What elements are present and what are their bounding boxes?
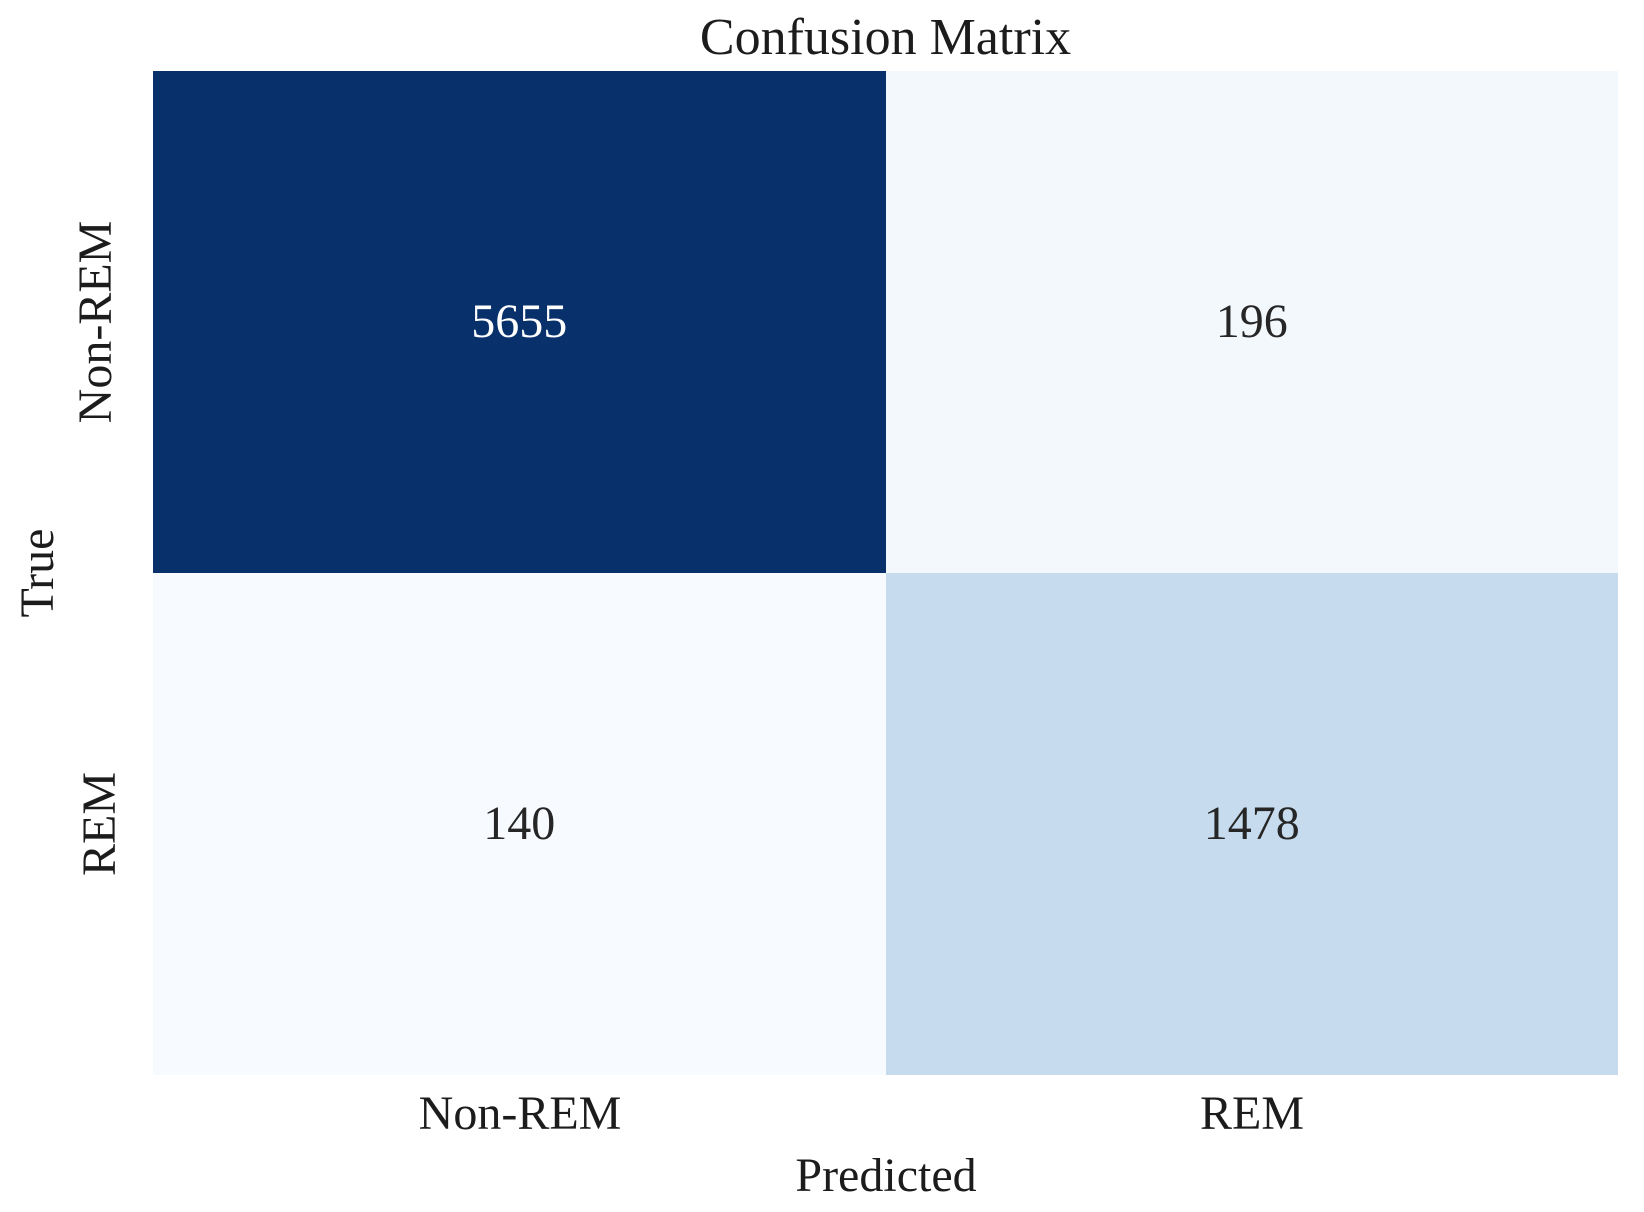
x-tick-label-non-rem: Non-REM — [418, 1087, 622, 1140]
heatmap-cell-true-nonrem-pred-rem: 196 — [885, 71, 1618, 573]
y-tick-label-rem: REM — [73, 771, 126, 877]
x-axis-label: Predicted — [795, 1149, 977, 1202]
x-tick-label-rem: REM — [1199, 1087, 1305, 1140]
chart-title: Confusion Matrix — [699, 9, 1072, 66]
cell-value: 5655 — [471, 295, 568, 348]
cell-value: 140 — [483, 797, 556, 850]
heatmap-cell-true-rem-pred-nonrem: 140 — [153, 573, 886, 1075]
heatmap-cell-true-nonrem-pred-nonrem: 5655 — [153, 71, 886, 573]
cell-value: 196 — [1215, 295, 1288, 348]
y-tick-label-non-rem: Non-REM — [69, 220, 122, 424]
cell-value: 1478 — [1203, 797, 1300, 850]
y-axis-label: True — [11, 528, 64, 618]
heatmap-cell-true-rem-pred-rem: 1478 — [885, 573, 1618, 1075]
heatmap: 5655 196 140 1478 — [153, 71, 1618, 1075]
